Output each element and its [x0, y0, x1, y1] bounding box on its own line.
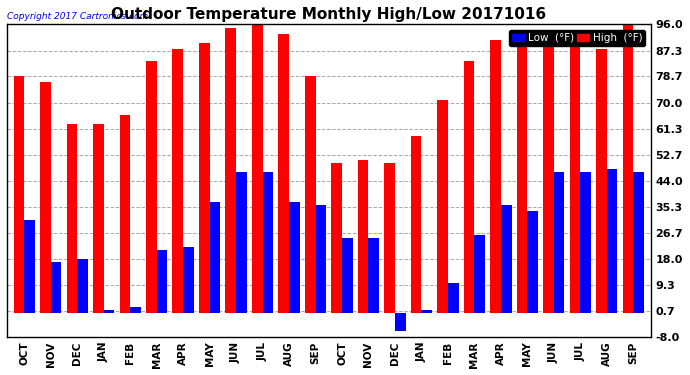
Bar — [596, 48, 607, 313]
Bar — [464, 60, 475, 313]
Bar — [570, 36, 580, 313]
Bar — [475, 235, 485, 313]
Bar — [50, 262, 61, 313]
Legend: Low  (°F), High  (°F): Low (°F), High (°F) — [509, 30, 645, 46]
Bar — [289, 202, 299, 313]
Bar — [368, 238, 379, 313]
Bar — [172, 48, 183, 313]
Bar — [66, 124, 77, 313]
Bar — [580, 172, 591, 313]
Bar — [226, 27, 236, 313]
Bar — [342, 238, 353, 313]
Bar — [358, 160, 368, 313]
Bar — [183, 247, 194, 313]
Bar — [77, 259, 88, 313]
Bar — [633, 172, 644, 313]
Bar — [305, 75, 315, 313]
Bar — [14, 75, 24, 313]
Text: Copyright 2017 Cartronics.com: Copyright 2017 Cartronics.com — [7, 12, 148, 21]
Bar — [210, 202, 220, 313]
Bar — [411, 136, 422, 313]
Bar — [517, 36, 527, 313]
Bar — [501, 205, 511, 313]
Bar — [623, 21, 633, 313]
Bar — [395, 313, 406, 331]
Bar — [104, 310, 115, 313]
Bar — [157, 250, 167, 313]
Bar — [279, 33, 289, 313]
Bar — [331, 163, 342, 313]
Bar — [252, 21, 262, 313]
Bar — [130, 307, 141, 313]
Title: Outdoor Temperature Monthly High/Low 20171016: Outdoor Temperature Monthly High/Low 201… — [111, 7, 546, 22]
Bar — [119, 115, 130, 313]
Bar — [236, 172, 246, 313]
Bar — [24, 220, 34, 313]
Bar — [527, 211, 538, 313]
Bar — [384, 163, 395, 313]
Bar — [315, 205, 326, 313]
Bar — [437, 100, 448, 313]
Bar — [448, 283, 459, 313]
Bar — [40, 81, 50, 313]
Bar — [262, 172, 273, 313]
Bar — [607, 169, 618, 313]
Bar — [554, 172, 564, 313]
Bar — [543, 33, 554, 313]
Bar — [199, 42, 210, 313]
Bar — [93, 124, 104, 313]
Bar — [146, 60, 157, 313]
Bar — [491, 39, 501, 313]
Bar — [422, 310, 432, 313]
